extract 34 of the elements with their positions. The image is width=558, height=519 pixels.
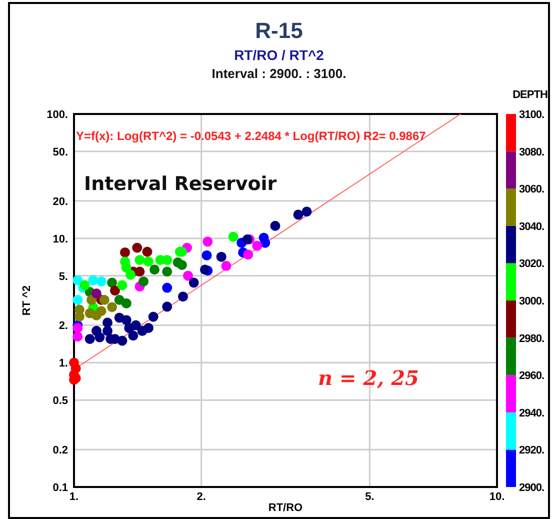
color-bar-label: 3040. [519,220,544,233]
color-bar-title: DEPTH [512,89,548,101]
x-tick-label: 5. [365,491,374,503]
color-bar-label: 2980. [519,332,544,345]
text: Interval : 2900. : 3100. [212,66,346,81]
y-tick-label: 5. [58,270,68,283]
color-bar-label: 2940. [519,407,544,420]
color-bar-label: 2900. [519,482,544,494]
y-tick-label: 20. [52,196,68,208]
y-axis-title: RT ^2 [21,285,33,316]
color-bar-label: 3100. [519,109,544,121]
chart-subtitle: RT/RO / RT^2 [234,47,324,63]
x-tick-label: 1. [69,491,79,503]
color-bar-label: 3000. [519,296,544,308]
annotation: n = 2, 25 [318,366,419,390]
color-bar-label: 3080. [519,146,544,158]
y-tick-label: 1. [58,358,68,370]
chart-title: R-15 [255,18,303,43]
color-bar-label: 2920. [519,444,544,457]
x-tick-label: 10. [489,491,505,503]
annotation: Y=f(x): Log(RT^2) = -0.0543 + 2.2484 * Log(RT/RO) R2= 0.9867 [76,129,426,143]
y-tick-label: 0.2 [52,444,68,457]
color-bar-label: 2960. [519,370,544,382]
y-tick-label: 100. [46,109,68,121]
y-tick-label: 50. [52,146,68,158]
color-bar-label: 3020. [519,258,544,270]
y-tick-label: 2. [58,320,68,332]
x-axis-title: RT/RO [268,502,304,514]
y-tick-label: 0.1 [52,482,68,494]
color-bar-label: 3060. [519,184,544,196]
y-tick-label: 0.5 [52,395,68,408]
x-tick-label: 2. [196,491,206,503]
annotation: Interval Reservoir [84,173,278,195]
y-tick-label: 10. [52,233,68,246]
